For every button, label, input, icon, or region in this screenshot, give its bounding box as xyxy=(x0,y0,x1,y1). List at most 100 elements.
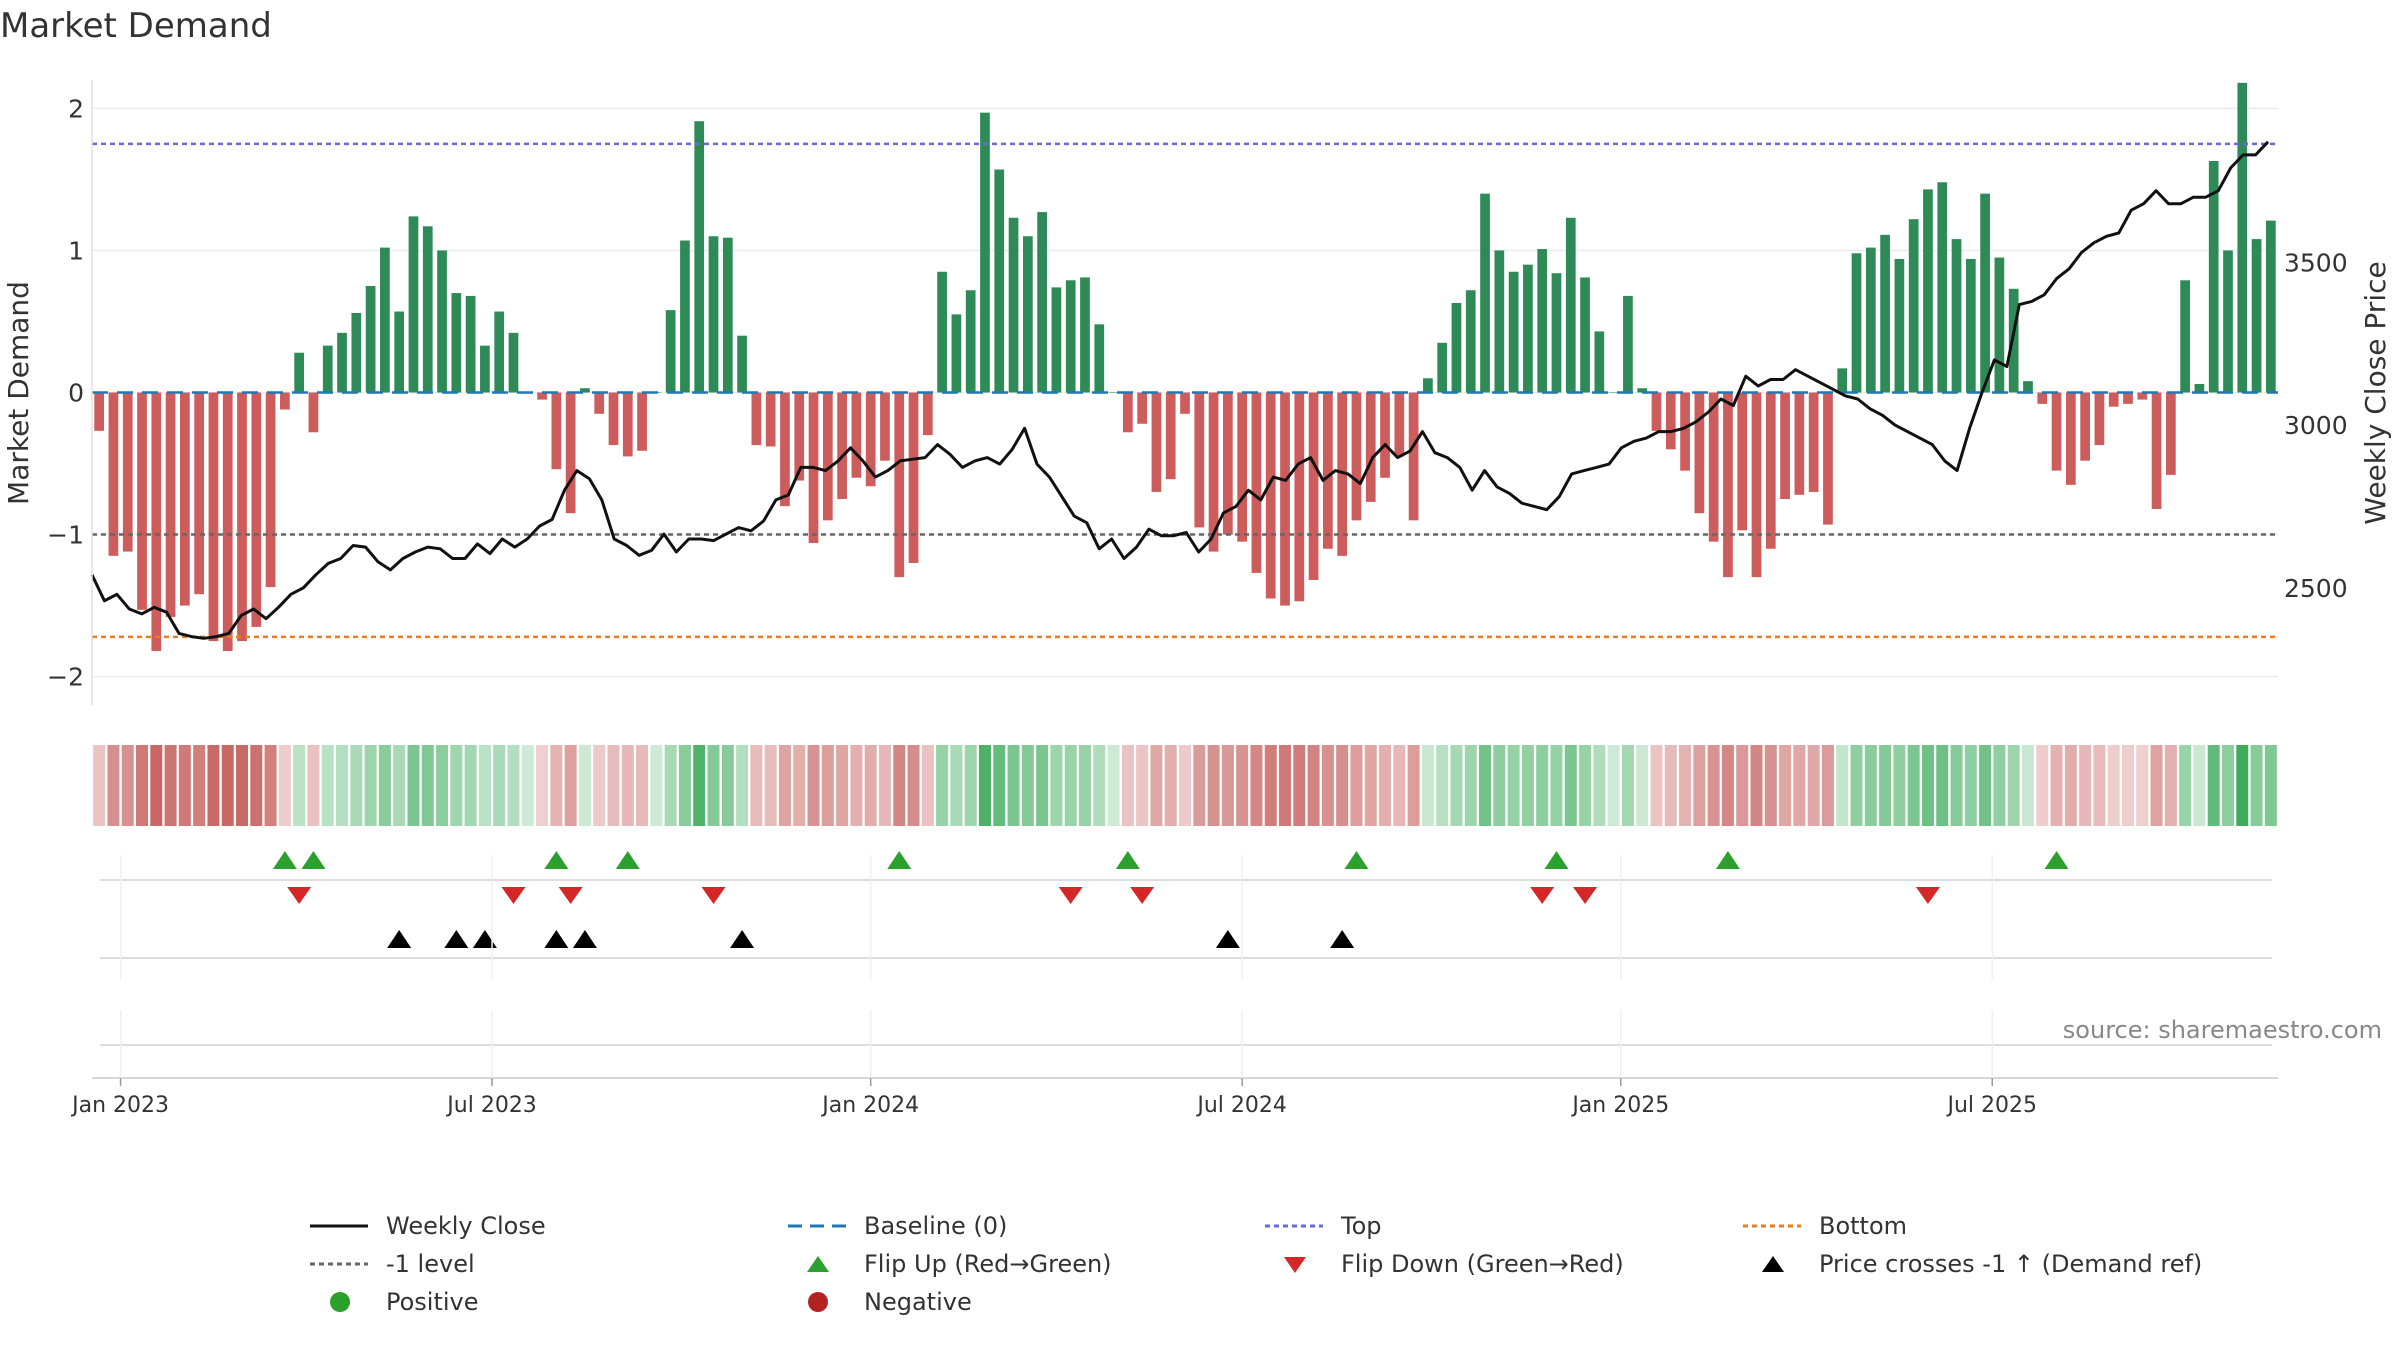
demand-bar xyxy=(1837,368,1848,393)
demand-bar xyxy=(2137,392,2148,400)
heat-cell xyxy=(750,745,763,826)
heat-cell xyxy=(264,745,277,826)
heat-cell xyxy=(1207,745,1220,826)
heat-cell xyxy=(1736,745,1749,826)
legend-baseline: Baseline (0) xyxy=(788,1212,1007,1240)
demand-bar xyxy=(2180,280,2190,393)
heat-cell xyxy=(2207,745,2220,826)
heat-cell xyxy=(336,745,349,826)
demand-bar xyxy=(1908,219,1919,393)
heat-cell xyxy=(1864,745,1877,826)
heat-cell xyxy=(978,745,991,826)
x-tick-label: Jan 2023 xyxy=(70,1093,169,1118)
demand-bar xyxy=(1037,212,1047,393)
heat-cell xyxy=(950,745,963,826)
demand-bar xyxy=(665,310,676,393)
heat-cell xyxy=(736,745,749,826)
heat-cell xyxy=(221,745,234,826)
flip-down-marker xyxy=(1573,887,1598,904)
heat-cell xyxy=(1078,745,1091,826)
heat-cell xyxy=(636,745,649,826)
heat-cell xyxy=(1707,745,1720,826)
demand-bar xyxy=(637,392,647,451)
heat-cell xyxy=(1764,745,1777,826)
heat-cell xyxy=(1364,745,1377,826)
demand-bar xyxy=(1465,290,1476,393)
demand-bar xyxy=(2065,392,2076,485)
heat-cell xyxy=(1407,745,1420,826)
heat-cell xyxy=(1021,745,1034,826)
demand-bar xyxy=(1823,392,1833,525)
heat-cell xyxy=(764,745,777,826)
demand-bar xyxy=(880,392,890,461)
heat-cell xyxy=(407,745,420,826)
demand-bar xyxy=(2080,392,2090,461)
heat-cell xyxy=(1479,745,1492,826)
heat-cell xyxy=(1893,745,1906,826)
legend-label: Flip Up (Red→Green) xyxy=(864,1250,1112,1278)
heat-cell xyxy=(1150,745,1163,826)
heat-cell xyxy=(921,745,934,826)
flip-up-marker xyxy=(272,851,297,869)
demand-bar xyxy=(1065,280,1076,393)
heat-cell xyxy=(1178,745,1192,826)
flip-up-marker xyxy=(615,851,640,869)
flip-up-marker xyxy=(1544,851,1569,869)
demand-bar xyxy=(2051,392,2062,471)
heat-cell xyxy=(1164,745,1177,826)
event-markers xyxy=(100,851,2272,1046)
heat-cell xyxy=(207,745,220,826)
demand-bar xyxy=(1365,392,1376,502)
heat-cell xyxy=(93,745,106,826)
demand-bar xyxy=(2265,220,2276,393)
triangle-up-icon xyxy=(1762,1256,1784,1272)
demand-bar xyxy=(1865,247,1876,393)
heat-cell xyxy=(1750,745,1763,826)
demand-bar xyxy=(1108,392,1119,393)
heat-cell xyxy=(493,745,506,826)
legend-label: -1 level xyxy=(386,1250,475,1278)
demand-bar xyxy=(1451,303,1462,393)
demand-bar xyxy=(1608,392,1619,393)
demand-bar xyxy=(1051,287,1062,393)
heat-cell xyxy=(1336,745,1349,826)
heat-cell xyxy=(378,745,391,826)
demand-bar xyxy=(1151,392,1162,492)
demand-bar xyxy=(122,392,133,552)
heat-cell xyxy=(1579,745,1592,826)
demand-bar xyxy=(1194,392,1205,528)
heat-cell xyxy=(1850,745,1863,826)
heat-cell xyxy=(107,745,120,826)
heat-cell xyxy=(1536,745,1549,826)
demand-bar xyxy=(2151,392,2162,509)
legend: Weekly Close Baseline (0) Top Bottom -1 … xyxy=(0,1200,2400,1320)
heat-cell xyxy=(878,745,891,826)
demand-bar xyxy=(265,392,276,588)
demand-bar xyxy=(2008,288,2019,393)
heat-cell xyxy=(2021,745,2034,826)
legend-label: Weekly Close xyxy=(386,1212,546,1240)
triangle-down-icon xyxy=(1284,1257,1306,1273)
heat-cell xyxy=(1350,745,1363,826)
demand-bar xyxy=(1523,264,1533,393)
heat-cell xyxy=(1807,745,1820,826)
heat-cell xyxy=(464,745,477,826)
flip-down-marker xyxy=(701,887,726,904)
demand-bar xyxy=(1680,392,1690,471)
x-tick-label: Jan 2025 xyxy=(1570,1093,1669,1118)
heat-cell xyxy=(193,745,206,826)
heat-cell xyxy=(2236,745,2249,826)
source-label: source: sharemaestro.com xyxy=(2062,1016,2382,1044)
demand-bar xyxy=(2237,82,2248,393)
heat-cell xyxy=(1250,745,1263,826)
demand-bar xyxy=(1337,392,1348,556)
heat-cell xyxy=(1593,745,1606,826)
heat-cell xyxy=(121,745,134,826)
heat-cell xyxy=(1436,745,1449,826)
heat-cell xyxy=(678,745,691,826)
demand-bar xyxy=(1094,324,1105,393)
legend-weekly-close: Weekly Close xyxy=(310,1212,546,1240)
demand-bar xyxy=(1251,392,1262,573)
demand-bar xyxy=(151,392,162,652)
heat-cell xyxy=(278,745,291,826)
